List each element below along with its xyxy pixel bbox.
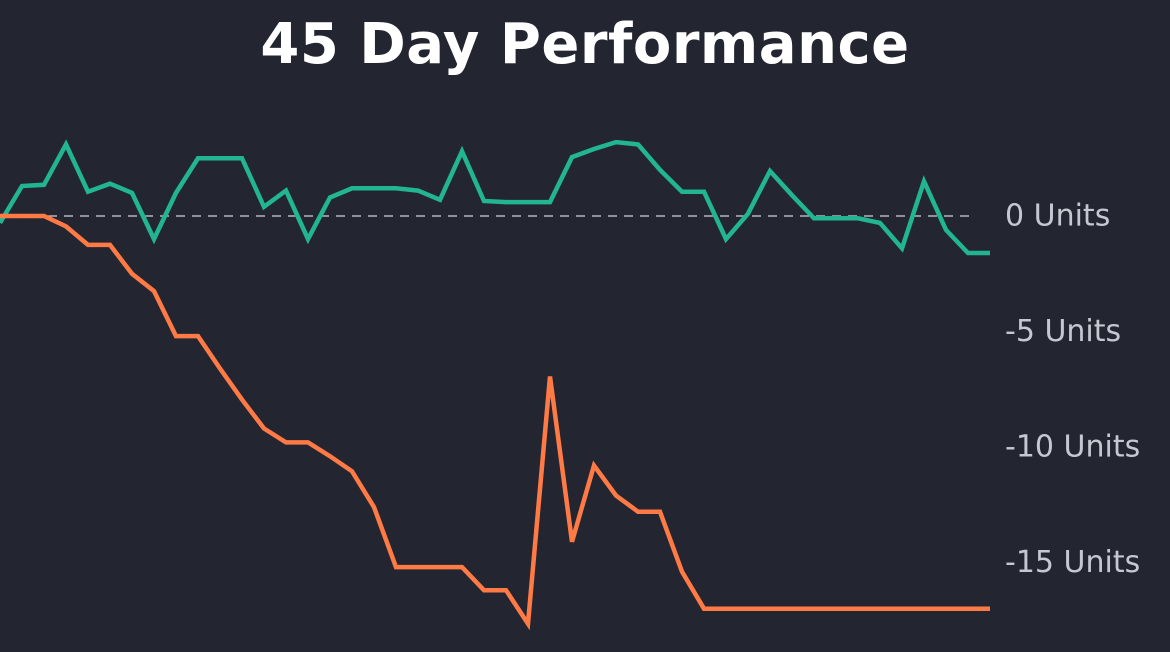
y-axis: 0 Units -5 Units -10 Units -15 Units <box>1005 199 1140 581</box>
y-tick-label: 0 Units <box>1005 199 1110 234</box>
series-line-2 <box>0 213 990 631</box>
y-tick-label: -10 Units <box>1005 430 1140 465</box>
y-tick-label: -15 Units <box>1005 545 1140 580</box>
y-tick-label: -5 Units <box>1005 314 1121 349</box>
chart-title: 45 Day Performance <box>260 12 910 77</box>
series-layer <box>0 139 990 631</box>
series-line-1 <box>0 139 990 256</box>
